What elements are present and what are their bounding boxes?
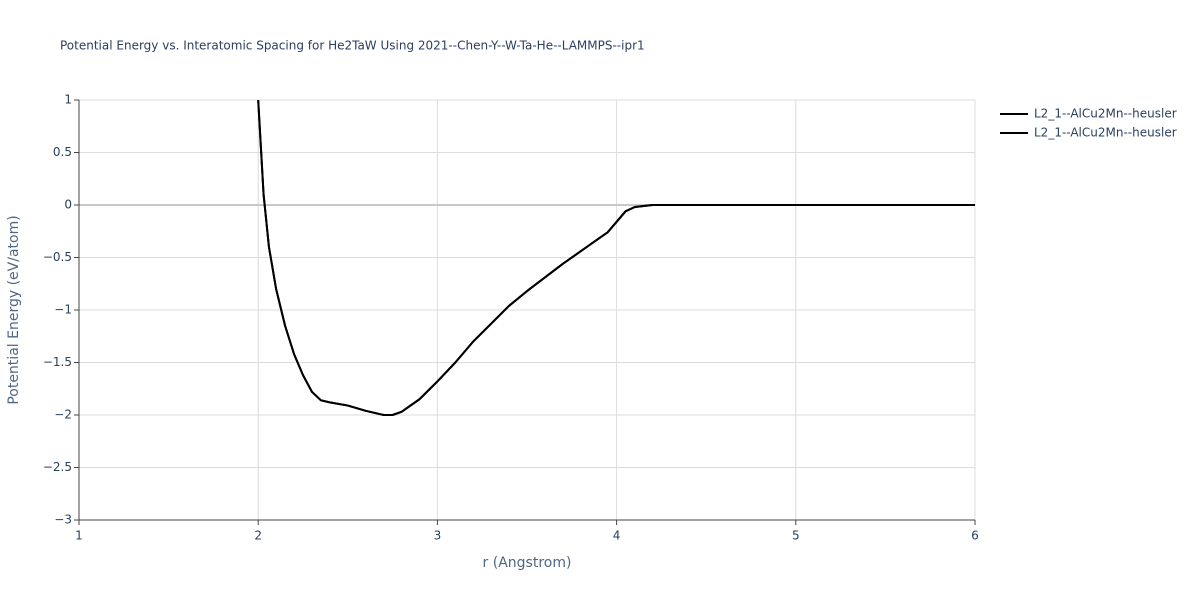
y-tick-label: −0.5 [43, 250, 72, 264]
series-line [257, 99, 975, 416]
y-tick-label: 0.5 [53, 145, 72, 159]
plot [257, 99, 975, 416]
x-tick-label: 6 [971, 529, 979, 543]
y-tick-label: 1 [64, 93, 72, 107]
y-tick-label: 0 [64, 198, 72, 212]
y-tick-label: −2 [54, 408, 72, 422]
x-tick-label: 4 [613, 529, 621, 543]
y-tick-label: −1.5 [43, 355, 72, 369]
x-tick-label: 3 [434, 529, 442, 543]
y-tick-label: −2.5 [43, 460, 72, 474]
legend-label: L2_1--AlCu2Mn--heusler [1034, 107, 1177, 121]
x-axis-label: r (Angstrom) [483, 555, 572, 571]
chart-title: Potential Energy vs. Interatomic Spacing… [60, 39, 645, 53]
grid [78, 99, 976, 521]
x-tick-label: 5 [792, 529, 800, 543]
x-tick-label: 2 [254, 529, 262, 543]
y-tick-label: −3 [54, 513, 72, 527]
legend-label: L2_1--AlCu2Mn--heusler [1034, 126, 1177, 140]
y-axis-label: Potential Energy (eV/atom) [6, 215, 22, 404]
x-tick-label: 1 [75, 529, 83, 543]
y-tick-label: −1 [54, 303, 72, 317]
